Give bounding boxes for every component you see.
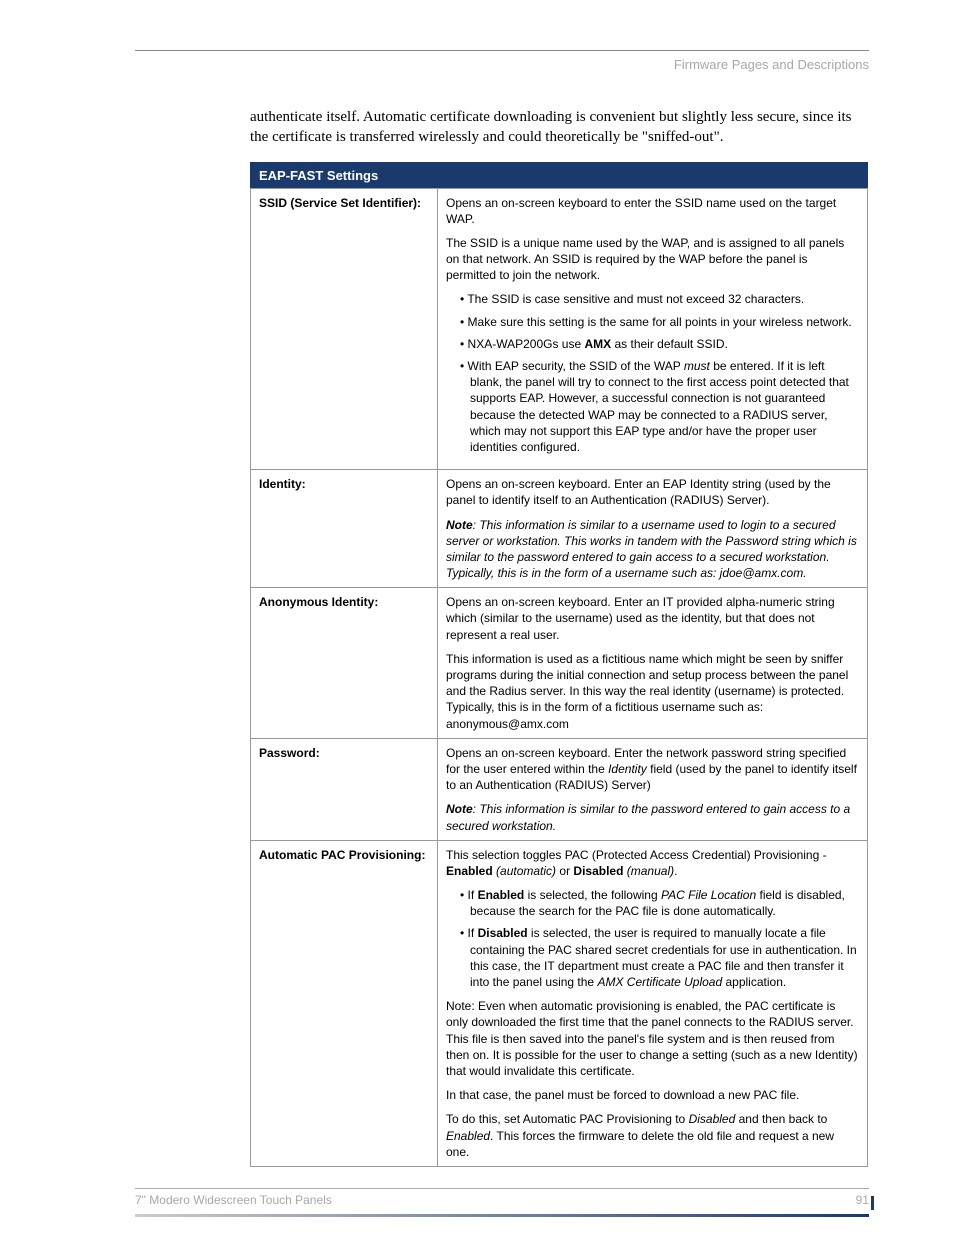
- document-page: Firmware Pages and Descriptions authenti…: [0, 0, 954, 1235]
- table-row: Identity:Opens an on-screen keyboard. En…: [251, 470, 868, 588]
- table-row: Password:Opens an on-screen keyboard. En…: [251, 738, 868, 840]
- row-label: Automatic PAC Provisioning:: [251, 840, 438, 1166]
- row-content: Opens an on-screen keyboard to enter the…: [438, 188, 868, 470]
- row-content: Opens an on-screen keyboard. Enter an EA…: [438, 470, 868, 588]
- row-label: SSID (Service Set Identifier):: [251, 188, 438, 470]
- table-row: Anonymous Identity:Opens an on-screen ke…: [251, 588, 868, 739]
- table-row: SSID (Service Set Identifier):Opens an o…: [251, 188, 868, 470]
- intro-paragraph: authenticate itself. Automatic certifica…: [250, 107, 869, 148]
- row-content: Opens an on-screen keyboard. Enter an IT…: [438, 588, 868, 739]
- row-content: This selection toggles PAC (Protected Ac…: [438, 840, 868, 1166]
- row-label: Anonymous Identity:: [251, 588, 438, 739]
- header-section-title: Firmware Pages and Descriptions: [135, 57, 869, 72]
- table-title: EAP-FAST Settings: [251, 162, 868, 188]
- eap-fast-settings-table: EAP-FAST Settings SSID (Service Set Iden…: [250, 162, 868, 1167]
- row-label: Identity:: [251, 470, 438, 588]
- row-label: Password:: [251, 738, 438, 840]
- footer-product: 7" Modero Widescreen Touch Panels: [135, 1193, 332, 1207]
- row-content: Opens an on-screen keyboard. Enter the n…: [438, 738, 868, 840]
- table-row: Automatic PAC Provisioning:This selectio…: [251, 840, 868, 1166]
- footer-page-number: 91: [856, 1193, 869, 1207]
- page-footer: 7" Modero Widescreen Touch Panels 91: [135, 1188, 869, 1207]
- top-rule: [135, 50, 869, 51]
